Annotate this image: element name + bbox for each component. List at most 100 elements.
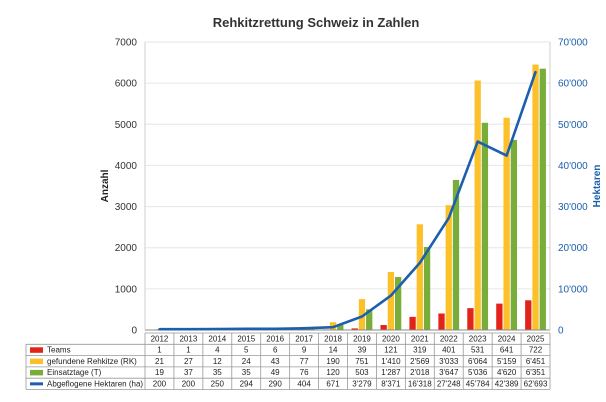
data-label: 120	[326, 368, 340, 377]
data-label: 121	[384, 346, 398, 355]
x-tick-label: 2012	[151, 334, 169, 343]
hectares-point-2013	[187, 327, 190, 331]
y-tick-label-right: 10'000	[558, 284, 588, 295]
hectares-point-2018	[331, 326, 335, 329]
hectares-point-2025	[534, 70, 537, 74]
data-label: 8'371	[381, 380, 401, 389]
legend-swatch	[30, 358, 43, 365]
legend-label: Abgeflogene Hektaren (ha)	[47, 380, 143, 389]
data-label: 5	[244, 346, 249, 355]
hectares-point-2019	[360, 315, 364, 318]
data-label: 16'318	[408, 380, 432, 389]
hectares-point-2017	[302, 327, 306, 330]
y-tick-label-right: 50'000	[558, 120, 588, 131]
data-label: 24	[242, 357, 251, 366]
x-tick-label: 2019	[353, 334, 371, 343]
bar-2024-s1	[503, 117, 510, 330]
data-label: 62'693	[524, 380, 548, 389]
legend-swatch	[30, 369, 43, 376]
data-label: 404	[297, 380, 311, 389]
x-tick-label: 2013	[179, 334, 197, 343]
data-label: 190	[326, 357, 340, 366]
data-label: 42'389	[495, 380, 519, 389]
hectares-point-2016	[273, 327, 277, 331]
y-tick-label: 7000	[115, 38, 138, 49]
bar-2018-s2	[337, 325, 344, 330]
hectares-point-2022	[447, 216, 450, 220]
legend-label: gefundene Rehkitze (RK)	[47, 357, 137, 366]
y-tick-label-right: 0	[558, 326, 564, 337]
data-label: 4'620	[497, 368, 517, 377]
data-label: 12	[213, 357, 222, 366]
bar-2022-s2	[452, 179, 460, 330]
data-label: 5'159	[497, 357, 517, 366]
data-label: 21	[155, 357, 164, 366]
data-label: 722	[529, 346, 543, 355]
x-tick-label: 2018	[324, 334, 342, 343]
bar-2020-s2	[394, 277, 402, 330]
y-tick-label-right: 30'000	[558, 202, 588, 213]
hectares-line-path	[159, 71, 537, 331]
bar-2019-s1	[358, 299, 366, 330]
data-label: 250	[211, 380, 225, 389]
y-axis-left: 0 1000 2000 3000 4000 5000 6000 7000	[115, 38, 138, 337]
chart-title: Rehkitzrettung Schweiz in Zahlen	[213, 15, 420, 30]
data-label: 6'351	[526, 368, 546, 377]
data-label: 4	[215, 346, 220, 355]
x-tick-label: 2014	[208, 334, 226, 343]
x-tick-label: 2023	[469, 334, 487, 343]
legend-label: Teams	[47, 346, 71, 355]
y-tick-label: 4000	[115, 161, 138, 172]
bar-2020-s0	[380, 325, 387, 330]
data-label: 290	[268, 380, 282, 389]
hectares-line	[158, 70, 537, 331]
y-tick-label: 0	[131, 326, 137, 337]
hectares-point-2024	[505, 154, 508, 157]
bar-2025-s2	[539, 68, 546, 330]
data-label: 6'064	[468, 357, 488, 366]
hectares-point-2023	[476, 140, 479, 143]
x-tick-label: 2025	[527, 334, 545, 343]
data-label: 3'647	[439, 368, 459, 377]
y-tick-label-right: 20'000	[558, 243, 588, 254]
bar-2025-s1	[532, 64, 539, 330]
bar-2021-s1	[416, 224, 423, 330]
data-label: 200	[182, 380, 196, 389]
data-label: 35	[242, 368, 251, 377]
y-tick-label: 3000	[115, 202, 138, 213]
bar-2019-s2	[366, 309, 373, 330]
hectares-point-2012	[158, 327, 161, 331]
bar-2021-s2	[423, 246, 431, 330]
data-label: 751	[355, 357, 369, 366]
data-label: 37	[184, 368, 193, 377]
hectares-point-2021	[418, 261, 422, 265]
data-label: 39	[358, 346, 367, 355]
data-label: 27	[184, 357, 193, 366]
bar-2025-s0	[525, 300, 532, 330]
data-label: 1	[157, 346, 162, 355]
data-label: 6	[273, 346, 278, 355]
hectares-point-2015	[245, 327, 248, 330]
data-label: 200	[153, 380, 167, 389]
data-label: 35	[213, 368, 222, 377]
y-axis-label-right: Hektaren	[592, 165, 603, 208]
x-tick-label: 2022	[440, 334, 458, 343]
gridlines	[145, 41, 550, 290]
data-label: 3'279	[352, 380, 372, 389]
data-label: 503	[355, 368, 369, 377]
data-label: 77	[300, 357, 309, 366]
x-tick-label: 2017	[295, 334, 313, 343]
bar-2024-s2	[510, 139, 518, 330]
bar-2022-s1	[445, 205, 452, 330]
data-label: 671	[326, 380, 340, 389]
x-tick-label: 2020	[382, 334, 400, 343]
data-label: 45'784	[466, 380, 490, 389]
bar-2023-s0	[467, 308, 474, 330]
y-tick-label-right: 60'000	[558, 79, 588, 90]
legend-label: Einsatztage (T)	[47, 368, 102, 377]
bar-2021-s0	[409, 316, 416, 330]
bar-2019-s0	[351, 328, 358, 330]
data-label: 2'018	[410, 368, 430, 377]
data-label: 641	[500, 346, 514, 355]
